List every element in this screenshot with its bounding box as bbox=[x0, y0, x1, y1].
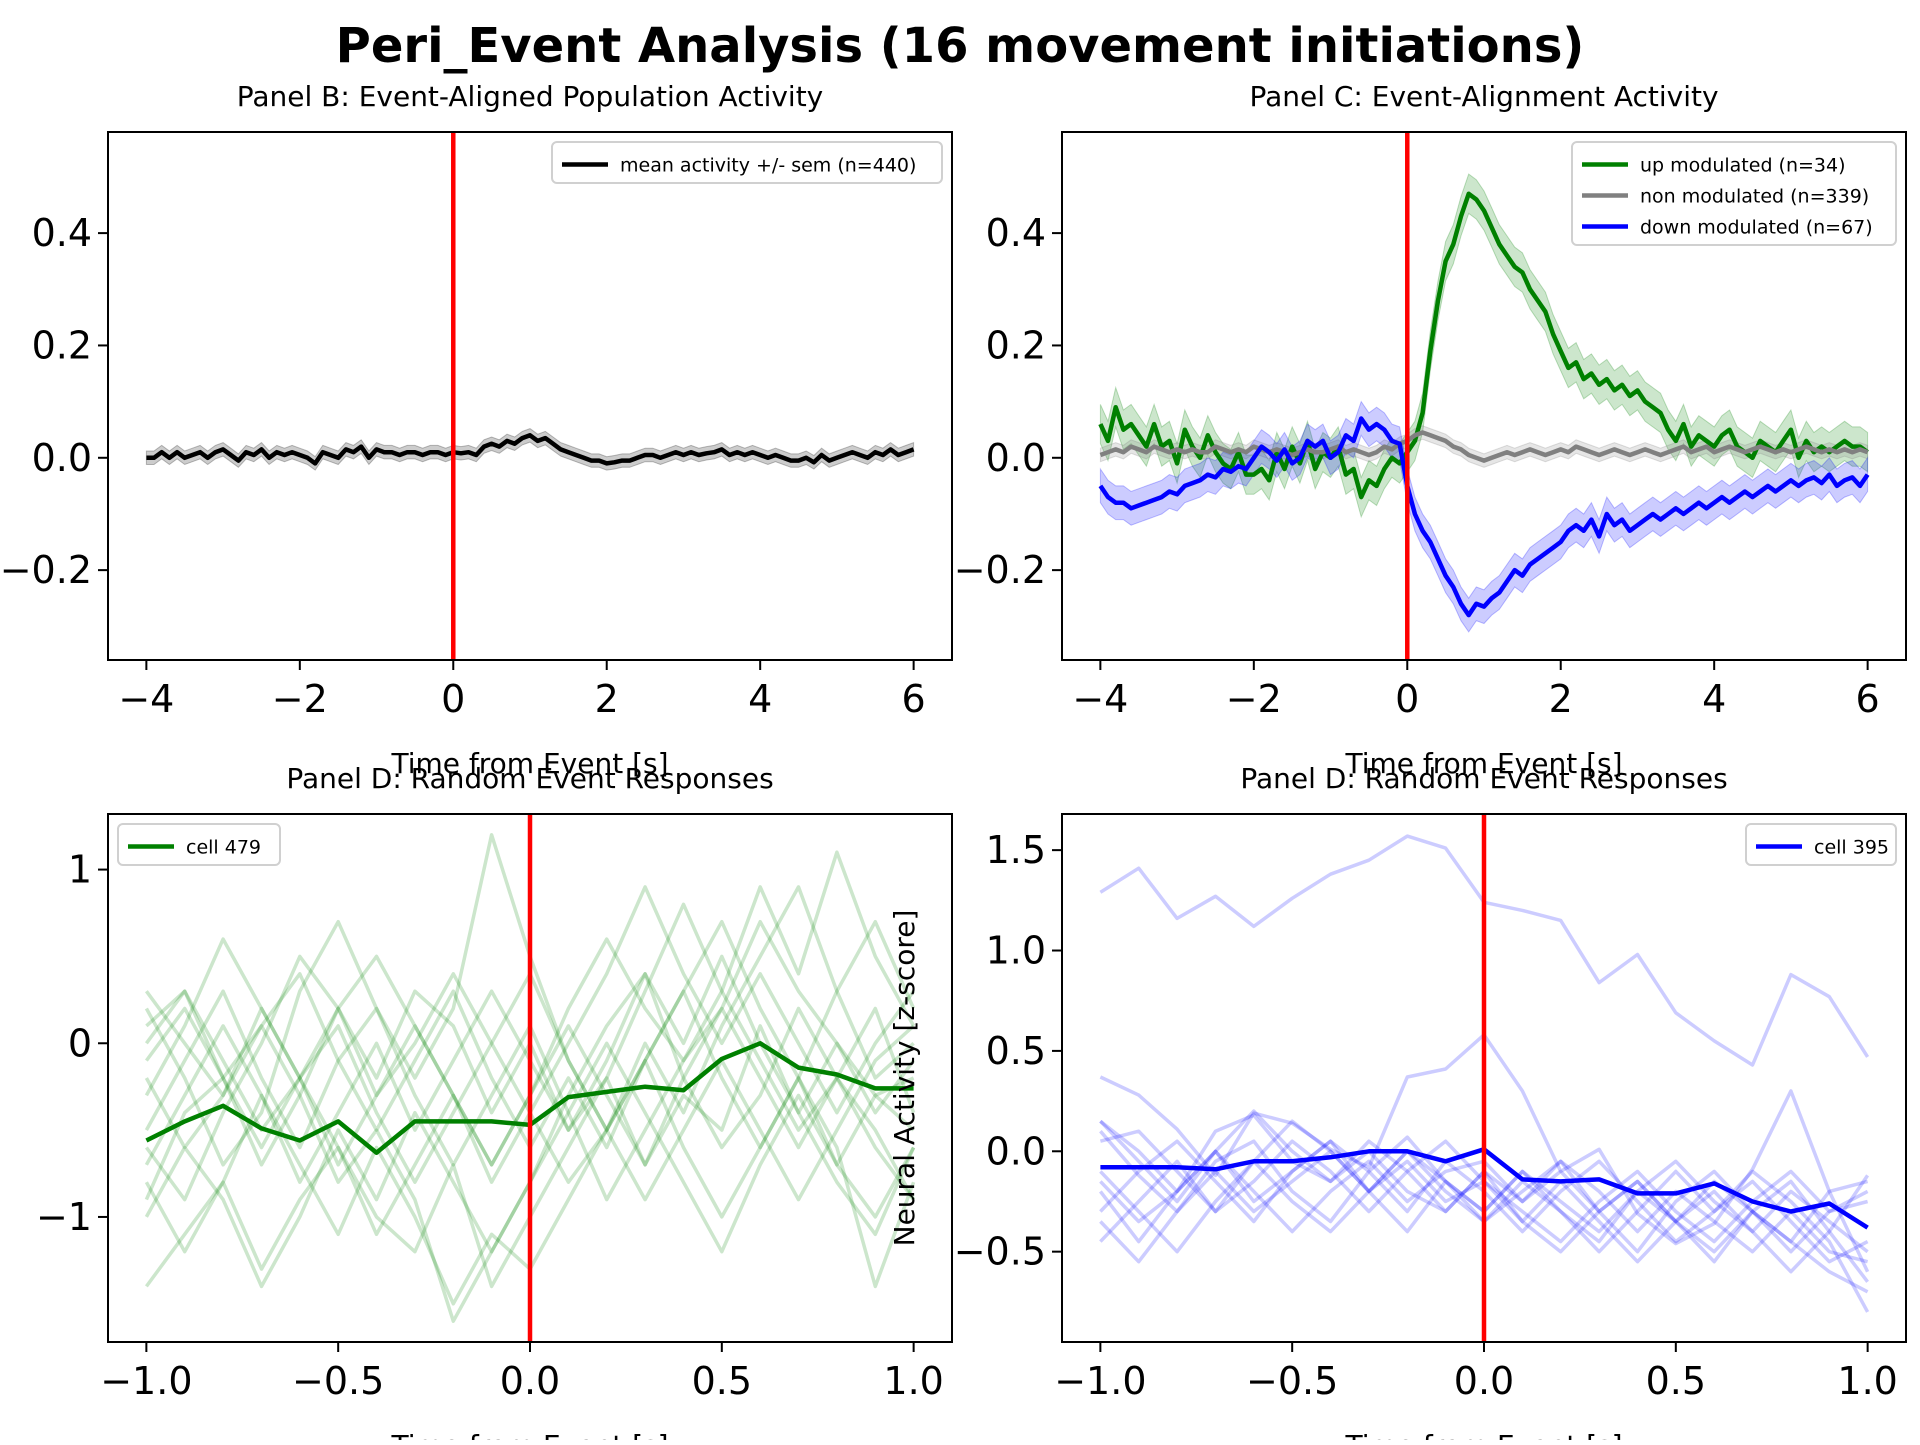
legend-box bbox=[117, 823, 281, 866]
y-tick-label: 0.4 bbox=[986, 211, 1046, 255]
x-tick-label: 0 bbox=[1395, 677, 1419, 721]
x-tick-label: −1.0 bbox=[1054, 1359, 1146, 1403]
x-tick-label: −2 bbox=[1226, 677, 1282, 721]
x-tick-label: −0.5 bbox=[292, 1359, 384, 1403]
x-tick-label: −2 bbox=[272, 677, 328, 721]
legend: cell 479 bbox=[117, 823, 281, 866]
y-tick-label: 1 bbox=[68, 848, 92, 892]
legend-entry: mean activity +/- sem (n=440) bbox=[620, 155, 916, 177]
x-axis-label: Time from Event [s] bbox=[390, 1429, 668, 1440]
x-tick-label: 6 bbox=[1856, 677, 1880, 721]
y-tick-label: −0.2 bbox=[954, 548, 1046, 592]
y-tick-label: −0.5 bbox=[954, 1230, 1046, 1274]
axes-frame bbox=[107, 131, 953, 661]
y-axis-label: Neural Activity [z-score] bbox=[888, 910, 921, 1247]
x-tick-label: 1.0 bbox=[883, 1359, 943, 1403]
plot-area bbox=[1099, 814, 1870, 1342]
y-tick-label: −1 bbox=[36, 1195, 92, 1239]
y-tick-label: −0.2 bbox=[0, 548, 92, 592]
y-tick-label: 0.2 bbox=[32, 323, 92, 367]
x-tick-label: 2 bbox=[1549, 677, 1573, 721]
x-tick-label: 4 bbox=[748, 677, 772, 721]
legend-entry: up modulated (n=34) bbox=[1640, 155, 1846, 177]
x-tick-label: −4 bbox=[118, 677, 174, 721]
legend-box bbox=[551, 141, 943, 184]
panel-title: Panel D: Random Event Responses bbox=[286, 762, 773, 795]
legend: cell 395 bbox=[1745, 823, 1897, 866]
plot-area bbox=[145, 132, 915, 660]
panel-3: −1.0 −0.5 0.0 0.5 1.0 −1 0 1 Panel D: Random Eve… bbox=[36, 762, 953, 1445]
legend: mean activity +/- sem (n=440) bbox=[551, 141, 943, 184]
x-axis-label: Time from Event [s] bbox=[390, 747, 668, 780]
x-tick-label: 0 bbox=[441, 677, 465, 721]
y-tick-label: 0 bbox=[68, 1021, 92, 1065]
plot-area bbox=[144, 814, 916, 1342]
sem-band-1 bbox=[1099, 173, 1869, 519]
panel-title: Panel C: Event-Alignment Activity bbox=[1249, 80, 1718, 113]
panel-2: −4 −2 0 2 4 6 −0.2 0.0 0.2 0.4 Panel C: Event-Alig… bbox=[954, 80, 1907, 780]
y-tick-label: 0.0 bbox=[986, 1129, 1046, 1173]
y-tick-label: 0.4 bbox=[32, 211, 92, 255]
y-tick-label: 0.0 bbox=[32, 436, 92, 480]
figure-title: Peri_Event Analysis (16 movement initiat… bbox=[335, 18, 1585, 74]
plot-area bbox=[1098, 132, 1870, 660]
y-tick-label: 0.0 bbox=[986, 436, 1046, 480]
x-axis-label: Time from Event [s] bbox=[1344, 747, 1622, 780]
series-line-2 bbox=[1099, 430, 1869, 463]
x-tick-label: 0.0 bbox=[1454, 1359, 1514, 1403]
x-tick-label: −1.0 bbox=[100, 1359, 192, 1403]
series-line-1 bbox=[146, 433, 915, 466]
y-tick-label: 0.2 bbox=[986, 323, 1046, 367]
legend: up modulated (n=34) non modulated (n=339)… bbox=[1571, 141, 1897, 246]
x-tick-label: 1.0 bbox=[1837, 1359, 1897, 1403]
y-tick-label: 1.5 bbox=[986, 828, 1046, 872]
legend-box bbox=[1571, 141, 1897, 246]
series-line-3 bbox=[1098, 416, 1870, 618]
legend-entry: down modulated (n=67) bbox=[1640, 217, 1873, 239]
x-tick-label: 4 bbox=[1702, 677, 1726, 721]
y-tick-label: 0.5 bbox=[986, 1029, 1046, 1073]
legend-entry: non modulated (n=339) bbox=[1640, 186, 1869, 208]
panel-1: −4 −2 0 2 4 6 −0.2 0.0 0.2 0.4 Panel B: Event-Alig… bbox=[0, 80, 953, 780]
x-tick-label: −0.5 bbox=[1246, 1359, 1338, 1403]
y-tick-label: 1.0 bbox=[986, 929, 1046, 973]
panel-title: Panel D: Random Event Responses bbox=[1240, 762, 1727, 795]
legend-box bbox=[1745, 823, 1897, 866]
x-tick-label: 2 bbox=[595, 677, 619, 721]
x-tick-label: 0.5 bbox=[1646, 1359, 1706, 1403]
axes-frame bbox=[1061, 131, 1907, 661]
x-axis-label: Time from Event [s] bbox=[1344, 1429, 1622, 1440]
panel-4: −1.0 −0.5 0.0 0.5 1.0 −0.5 0.0 0.5 1.0 1.5 Panel D… bbox=[888, 762, 1907, 1445]
x-tick-label: 0.5 bbox=[692, 1359, 752, 1403]
x-tick-label: −4 bbox=[1072, 677, 1128, 721]
x-tick-label: 0.0 bbox=[500, 1359, 560, 1403]
legend-entry: cell 395 bbox=[1814, 837, 1889, 859]
legend-entry: cell 479 bbox=[186, 837, 261, 859]
panel-title: Panel B: Event-Aligned Population Activi… bbox=[237, 80, 824, 113]
x-tick-label: 6 bbox=[902, 677, 926, 721]
